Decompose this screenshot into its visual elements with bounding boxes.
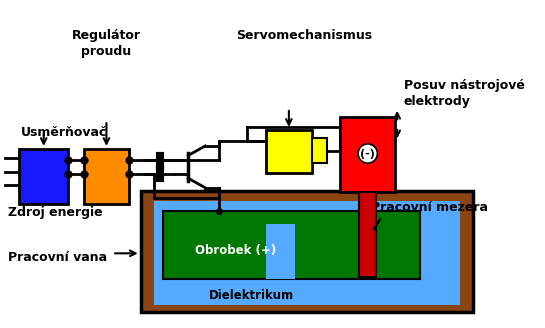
Text: Posuv nástrojové
elektrody: Posuv nástrojové elektrody [404,79,525,108]
Text: Pracovní vana: Pracovní vana [8,251,107,264]
Bar [266,224,295,279]
Bar [154,201,460,305]
Text: (-): (-) [360,149,375,158]
Bar [340,117,395,192]
Bar [141,191,473,312]
Text: Regulátor
proudu: Regulátor proudu [72,29,141,58]
Bar [83,149,129,204]
Text: Obrobek (+): Obrobek (+) [195,244,276,257]
Bar [359,192,376,277]
Text: Pracovní mezera: Pracovní mezera [371,201,488,214]
Bar [312,138,327,163]
Text: Dielektrikum: Dielektrikum [209,289,294,302]
Bar [19,149,69,204]
Text: Zdroj energie: Zdroj energie [8,206,102,219]
Text: Usměrňovač: Usměrňovač [21,126,107,139]
Text: Servomechanismus: Servomechanismus [235,29,372,42]
Bar [164,211,420,279]
Bar [266,130,312,173]
